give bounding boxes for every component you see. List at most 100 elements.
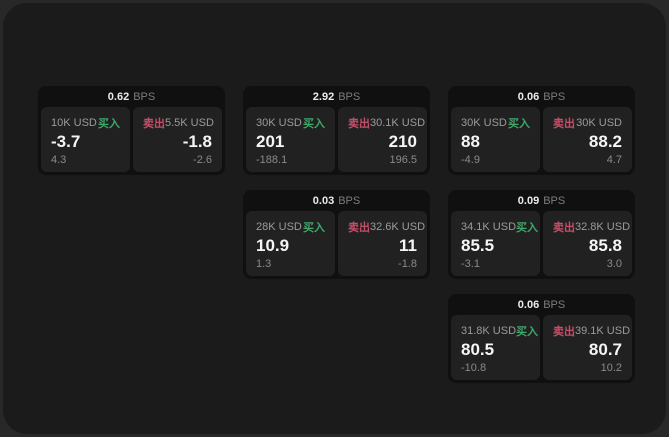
quote-panels: 34.1K USD 买入 85.5 -3.1 卖出 32.8K USD 85.8…	[448, 211, 635, 279]
app-window: 0.62 BPS 10K USD 买入 -3.7 4.3 卖出 5.5K USD…	[3, 3, 666, 434]
buy-change: -4.9	[461, 154, 480, 166]
bps-unit-label: BPS	[543, 90, 566, 103]
sell-side-label: 卖出	[553, 118, 575, 130]
sell-amount: 30K USD	[576, 117, 622, 129]
buy-price: 85.5	[461, 236, 495, 256]
quote-card: 2.92 BPS 30K USD 买入 201 -188.1 卖出 30.1K …	[243, 86, 430, 175]
buy-side-label: 买入	[508, 118, 530, 130]
quote-card: 0.03 BPS 28K USD 买入 10.9 1.3 卖出 32.6K US…	[243, 190, 430, 279]
buy-side-label: 买入	[98, 118, 120, 130]
buy-panel[interactable]: 30K USD 买入 201 -188.1	[246, 107, 335, 172]
sell-side-label: 卖出	[553, 326, 575, 338]
card-header: 0.62 BPS	[38, 86, 225, 107]
sell-panel[interactable]: 卖出 32.8K USD 85.8 3.0	[543, 211, 632, 276]
sell-panel[interactable]: 卖出 30.1K USD 210 196.5	[338, 107, 427, 172]
buy-side-label: 买入	[303, 222, 325, 234]
sell-amount: 5.5K USD	[165, 117, 214, 129]
buy-change: -10.8	[461, 362, 487, 374]
quote-card: 0.09 BPS 34.1K USD 买入 85.5 -3.1 卖出 32.8K…	[448, 190, 635, 279]
bps-value: 0.09	[517, 194, 540, 207]
buy-amount: 28K USD	[256, 221, 302, 233]
bps-unit-label: BPS	[133, 90, 156, 103]
sell-change: 3.0	[606, 258, 622, 270]
quote-panels: 30K USD 买入 201 -188.1 卖出 30.1K USD 210 1…	[243, 107, 430, 175]
sell-side-label: 卖出	[143, 118, 165, 130]
sell-panel[interactable]: 卖出 5.5K USD -1.8 -2.6	[133, 107, 222, 172]
card-header: 0.06 BPS	[448, 294, 635, 315]
sell-price: 210	[388, 132, 417, 152]
sell-side-label: 卖出	[348, 118, 370, 130]
sell-price: 80.7	[588, 340, 622, 360]
quote-grid: 0.62 BPS 10K USD 买入 -3.7 4.3 卖出 5.5K USD…	[38, 86, 635, 383]
buy-price: -3.7	[51, 132, 81, 152]
buy-amount: 34.1K USD	[461, 221, 517, 233]
card-header: 0.09 BPS	[448, 190, 635, 211]
sell-change: 10.2	[600, 362, 622, 374]
buy-price: 80.5	[461, 340, 495, 360]
sell-panel[interactable]: 卖出 39.1K USD 80.7 10.2	[543, 315, 632, 380]
buy-change: -188.1	[256, 154, 288, 166]
bps-unit-label: BPS	[338, 90, 361, 103]
buy-side-label: 买入	[303, 118, 325, 130]
buy-side-label: 买入	[516, 222, 539, 234]
sell-panel-header: 卖出 30.1K USD	[348, 115, 425, 131]
buy-change: 4.3	[51, 154, 67, 166]
sell-side-label: 卖出	[553, 222, 575, 234]
bps-value: 0.06	[517, 90, 540, 103]
buy-panel[interactable]: 28K USD 买入 10.9 1.3	[246, 211, 335, 276]
quote-card: 0.06 BPS 30K USD 买入 88 -4.9 卖出 30K USD 8…	[448, 86, 635, 175]
buy-panel-header: 31.8K USD 买入	[461, 323, 538, 339]
sell-price: 85.8	[588, 236, 622, 256]
card-header: 0.03 BPS	[243, 190, 430, 211]
sell-amount: 39.1K USD	[575, 325, 631, 337]
buy-panel-header: 34.1K USD 买入	[461, 219, 538, 235]
buy-price: 88	[461, 132, 480, 152]
buy-price: 10.9	[256, 236, 290, 256]
buy-panel[interactable]: 34.1K USD 买入 85.5 -3.1	[451, 211, 540, 276]
quote-panels: 30K USD 买入 88 -4.9 卖出 30K USD 88.2 4.7	[448, 107, 635, 175]
bps-value: 0.03	[312, 194, 335, 207]
sell-panel-header: 卖出 30K USD	[553, 115, 622, 131]
sell-side-label: 卖出	[348, 222, 370, 234]
sell-change: -2.6	[193, 154, 212, 166]
sell-change: -1.8	[398, 258, 417, 270]
buy-amount: 10K USD	[51, 117, 97, 129]
buy-panel[interactable]: 10K USD 买入 -3.7 4.3	[41, 107, 130, 172]
buy-change: 1.3	[256, 258, 272, 270]
bps-unit-label: BPS	[543, 194, 566, 207]
buy-panel-header: 28K USD 买入	[256, 219, 325, 235]
bps-unit-label: BPS	[338, 194, 361, 207]
sell-amount: 32.8K USD	[575, 221, 631, 233]
sell-price: 11	[399, 236, 417, 256]
buy-panel-header: 10K USD 买入	[51, 115, 120, 131]
sell-panel-header: 卖出 32.8K USD	[553, 219, 630, 235]
sell-change: 4.7	[606, 154, 622, 166]
bps-value: 2.92	[312, 90, 335, 103]
sell-panel-header: 卖出 39.1K USD	[553, 323, 630, 339]
quote-panels: 10K USD 买入 -3.7 4.3 卖出 5.5K USD -1.8 -2.…	[38, 107, 225, 175]
buy-panel-header: 30K USD 买入	[461, 115, 530, 131]
buy-amount: 30K USD	[256, 117, 302, 129]
sell-panel[interactable]: 卖出 30K USD 88.2 4.7	[543, 107, 632, 172]
bps-value: 0.06	[517, 298, 540, 311]
sell-panel-header: 卖出 32.6K USD	[348, 219, 425, 235]
bps-value: 0.62	[107, 90, 130, 103]
sell-amount: 32.6K USD	[370, 221, 426, 233]
sell-change: 196.5	[389, 154, 417, 166]
quote-card: 0.06 BPS 31.8K USD 买入 80.5 -10.8 卖出 39.1…	[448, 294, 635, 383]
buy-panel-header: 30K USD 买入	[256, 115, 325, 131]
sell-price: -1.8	[182, 132, 212, 152]
sell-amount: 30.1K USD	[370, 117, 426, 129]
buy-panel[interactable]: 30K USD 买入 88 -4.9	[451, 107, 540, 172]
quote-panels: 31.8K USD 买入 80.5 -10.8 卖出 39.1K USD 80.…	[448, 315, 635, 383]
buy-panel[interactable]: 31.8K USD 买入 80.5 -10.8	[451, 315, 540, 380]
buy-amount: 30K USD	[461, 117, 507, 129]
buy-amount: 31.8K USD	[461, 325, 517, 337]
sell-panel-header: 卖出 5.5K USD	[143, 115, 214, 131]
buy-change: -3.1	[461, 258, 480, 270]
sell-panel[interactable]: 卖出 32.6K USD 11 -1.8	[338, 211, 427, 276]
bps-unit-label: BPS	[543, 298, 566, 311]
sell-price: 88.2	[588, 132, 622, 152]
quote-card: 0.62 BPS 10K USD 买入 -3.7 4.3 卖出 5.5K USD…	[38, 86, 225, 175]
card-header: 2.92 BPS	[243, 86, 430, 107]
